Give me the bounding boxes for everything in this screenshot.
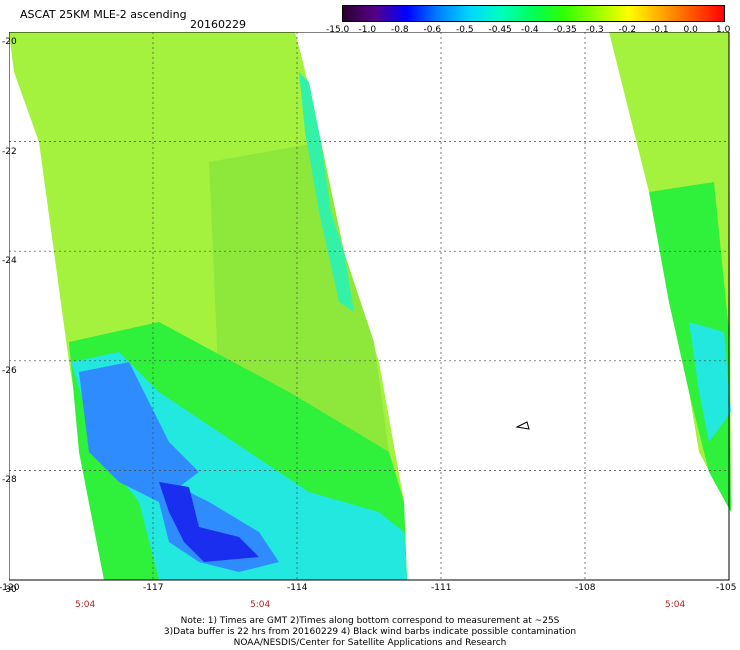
swath-left-blue [79, 362, 199, 502]
colorbar-label: -15.0 [326, 25, 350, 35]
y-tick-label: -22 [2, 146, 17, 157]
colorbar-label: -0.1 [651, 25, 669, 35]
y-tick-label: -20 [2, 37, 17, 47]
y-tick-label: -24 [2, 256, 17, 267]
note-line-2: 3)Data buffer is 22 hrs from 20160229 4)… [163, 627, 577, 637]
map-date: 20160229 [190, 18, 246, 31]
colorbar-label: -0.2 [618, 25, 637, 35]
swath-left-cyan [71, 352, 407, 580]
swath-map [9, 32, 731, 581]
x-tick-label: -111 [431, 583, 452, 593]
colorbar-label: -0.6 [423, 25, 442, 35]
x-tick-label: -117 [143, 583, 164, 593]
x-tick-label: -105 [716, 583, 737, 593]
swath-left-edge-cyan [299, 72, 354, 312]
x-tick-label: -120 [0, 583, 20, 593]
note-line-3: NOAA/NESDIS/Center for Satellite Applica… [233, 638, 507, 648]
map-frame [9, 32, 730, 581]
note-line-1: Note: 1) Times are GMT 2)Times along bot… [180, 616, 560, 626]
y-tick-label: -28 [2, 475, 17, 486]
colorbar [342, 5, 725, 22]
colorbar-label: 1.0 [716, 25, 731, 35]
time-label: 5:04 [250, 600, 271, 610]
colorbar-label: -0.3 [586, 25, 604, 35]
colorbar-label: -0.45 [488, 25, 512, 35]
y-tick-label: -30 [2, 585, 17, 595]
y-tick-label: -26 [2, 365, 17, 376]
colorbar-label: -0.35 [553, 25, 577, 35]
time-label: 5:04 [665, 600, 686, 610]
colorbar-label: -1.0 [358, 25, 377, 35]
colorbar-label: 0.0 [683, 25, 698, 35]
colorbar-label: -0.5 [456, 25, 474, 35]
swath-left-dark-blue [159, 482, 259, 562]
time-label: 5:04 [75, 600, 96, 610]
colorbar-label: -0.8 [391, 25, 409, 35]
swath-right-cyan [689, 322, 731, 442]
x-tick-label: -108 [575, 583, 596, 593]
colorbar-label: -0.4 [521, 25, 539, 35]
wind-barb-marker [515, 421, 530, 430]
x-tick-label: -114 [287, 583, 308, 593]
map-title: ASCAT 25KM MLE-2 ascending [20, 8, 187, 21]
